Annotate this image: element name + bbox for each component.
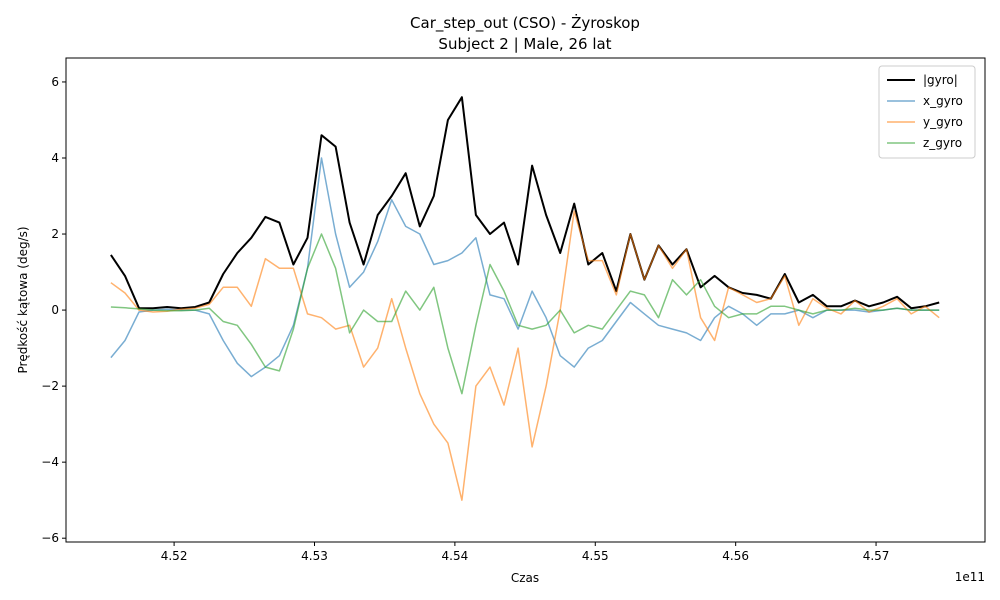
x-tick-label: 4.53 xyxy=(301,549,328,563)
plot-frame xyxy=(65,57,986,543)
series-line xyxy=(110,210,940,501)
y-tick-label: −6 xyxy=(41,531,59,545)
y-tick-label: 6 xyxy=(51,75,59,89)
x-tick-label: 4.56 xyxy=(722,549,749,563)
series-line xyxy=(110,233,940,395)
legend-label: x_gyro xyxy=(923,94,963,108)
legend-label: z_gyro xyxy=(923,136,962,150)
y-tick-label: −4 xyxy=(41,455,59,469)
y-tick-label: 0 xyxy=(51,303,59,317)
legend-label: |gyro| xyxy=(923,73,958,87)
y-tick-label: 4 xyxy=(51,151,59,165)
x-tick-label: 4.55 xyxy=(582,549,609,563)
series-line xyxy=(110,96,940,310)
y-axis-label: Prędkość kątowa (deg/s) xyxy=(16,226,30,373)
x-tick-label: 4.52 xyxy=(161,549,188,563)
chart-subtitle: Subject 2 | Male, 26 lat xyxy=(438,35,611,53)
legend-label: y_gyro xyxy=(923,115,963,129)
series-line xyxy=(110,157,940,378)
x-offset-label: 1e11 xyxy=(955,570,985,584)
x-axis-label: Czas xyxy=(511,571,539,585)
y-tick-label: 2 xyxy=(51,227,59,241)
chart-title: Car_step_out (CSO) - Żyroskop xyxy=(410,13,640,33)
x-tick-label: 4.54 xyxy=(442,549,469,563)
x-tick-label: 4.57 xyxy=(863,549,890,563)
y-tick-label: −2 xyxy=(41,379,59,393)
legend-box xyxy=(878,65,976,159)
